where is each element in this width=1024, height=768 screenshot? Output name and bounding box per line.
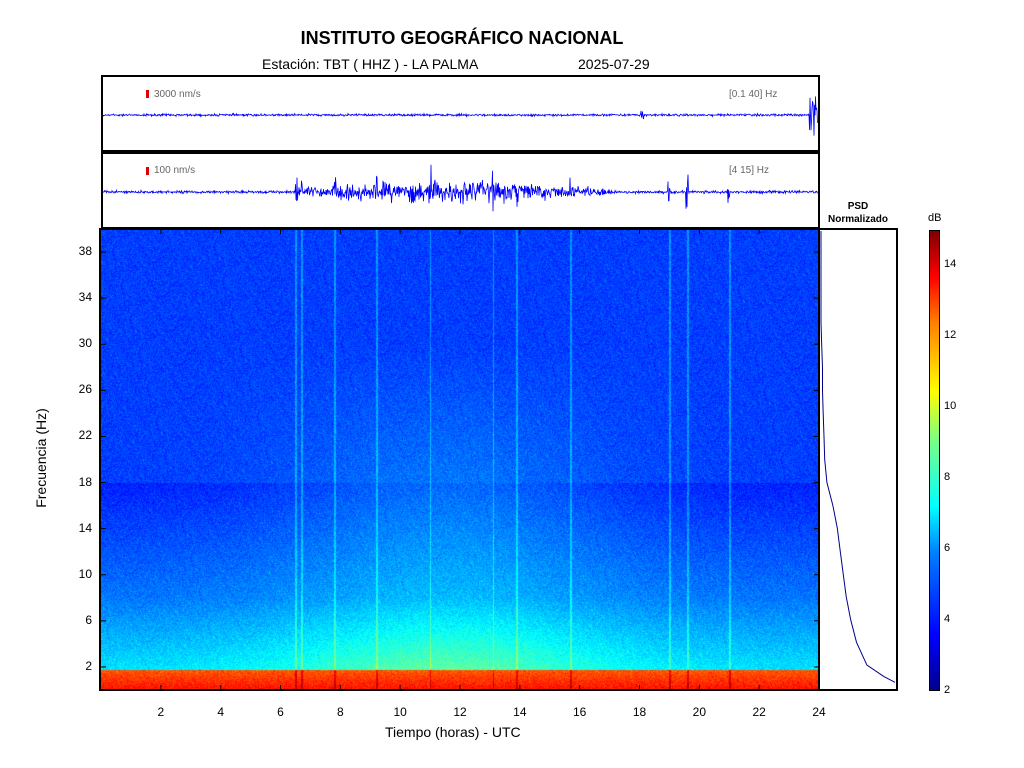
colorbar-tick-label: 2 <box>944 684 951 696</box>
colorbar <box>929 230 940 691</box>
spectrogram-axes <box>99 228 821 691</box>
trace2-scale-label: 100 nm/s <box>154 165 196 176</box>
colorbar-unit: dB <box>928 212 942 224</box>
x-tick-label: 18 <box>632 705 647 719</box>
psd-line <box>820 231 896 683</box>
y-tick-label: 10 <box>78 566 92 581</box>
y-axis-title: Frecuencia (Hz) <box>33 408 49 508</box>
colorbar-tick-label: 8 <box>944 471 951 484</box>
x-tick-label: 4 <box>217 705 224 719</box>
spectrogram-panel <box>99 228 821 691</box>
x-tick-label: 10 <box>393 705 407 719</box>
colorbar-tick-label: 4 <box>944 613 951 626</box>
x-tick-label: 12 <box>453 705 467 719</box>
spectrogram-frame <box>99 228 821 691</box>
scale-marker <box>146 167 149 175</box>
waveform-panel-filtered: 100 nm/s [4 15] Hz <box>101 152 820 229</box>
y-tick-label: 18 <box>78 474 92 489</box>
station-label: Estación: TBT ( HHZ ) - LA PALMA <box>262 56 479 72</box>
y-tick-label: 6 <box>85 612 92 627</box>
y-tick-label: 26 <box>78 382 92 397</box>
psd-title-line1: PSD <box>847 201 869 212</box>
trace1-scale-label: 3000 nm/s <box>154 89 201 100</box>
x-tick-label: 2 <box>157 705 165 719</box>
colorbar-tick-label: 6 <box>944 542 951 555</box>
trace1-band-label: [0.1 40] Hz <box>729 89 778 100</box>
colorbar-tick-label: 12 <box>944 329 957 342</box>
y-tick-label: 34 <box>78 290 92 305</box>
x-tick-label: 20 <box>692 705 706 719</box>
spectrogram-heatmap <box>101 229 819 690</box>
colorbar-tick-label: 10 <box>944 400 957 413</box>
scale-marker <box>146 90 149 98</box>
x-tick-label: 6 <box>277 705 284 719</box>
y-tick-label: 14 <box>78 520 92 535</box>
x-tick-label: 14 <box>513 705 527 719</box>
x-tick-label: 8 <box>336 705 344 719</box>
waveform-line <box>103 164 818 212</box>
psd-curve <box>820 231 896 683</box>
waveform-broadband <box>103 96 818 136</box>
y-tick-label: 30 <box>78 336 92 351</box>
x-tick-label: 22 <box>752 705 766 719</box>
trace2-band-label: [4 15] Hz <box>729 165 770 176</box>
y-tick-label: 22 <box>78 428 92 443</box>
colorbar-tick-label: 14 <box>944 258 957 271</box>
page-title: INSTITUTO GEOGRÁFICO NACIONAL <box>300 28 624 48</box>
x-tick-label: 16 <box>572 705 587 719</box>
waveform-panel-broadband: 3000 nm/s [0.1 40] Hz <box>101 75 820 152</box>
waveform-filtered <box>103 164 818 212</box>
x-tick-label: 24 <box>812 705 826 719</box>
y-tick-label: 2 <box>85 658 92 673</box>
psd-panel <box>818 228 898 691</box>
date-label: 2025-07-29 <box>578 56 650 72</box>
y-tick-label: 38 <box>78 244 92 259</box>
x-axis-title: Tiempo (horas) - UTC <box>385 724 521 740</box>
psd-title-line2: Normalizado <box>827 214 888 225</box>
waveform-line <box>103 96 818 136</box>
